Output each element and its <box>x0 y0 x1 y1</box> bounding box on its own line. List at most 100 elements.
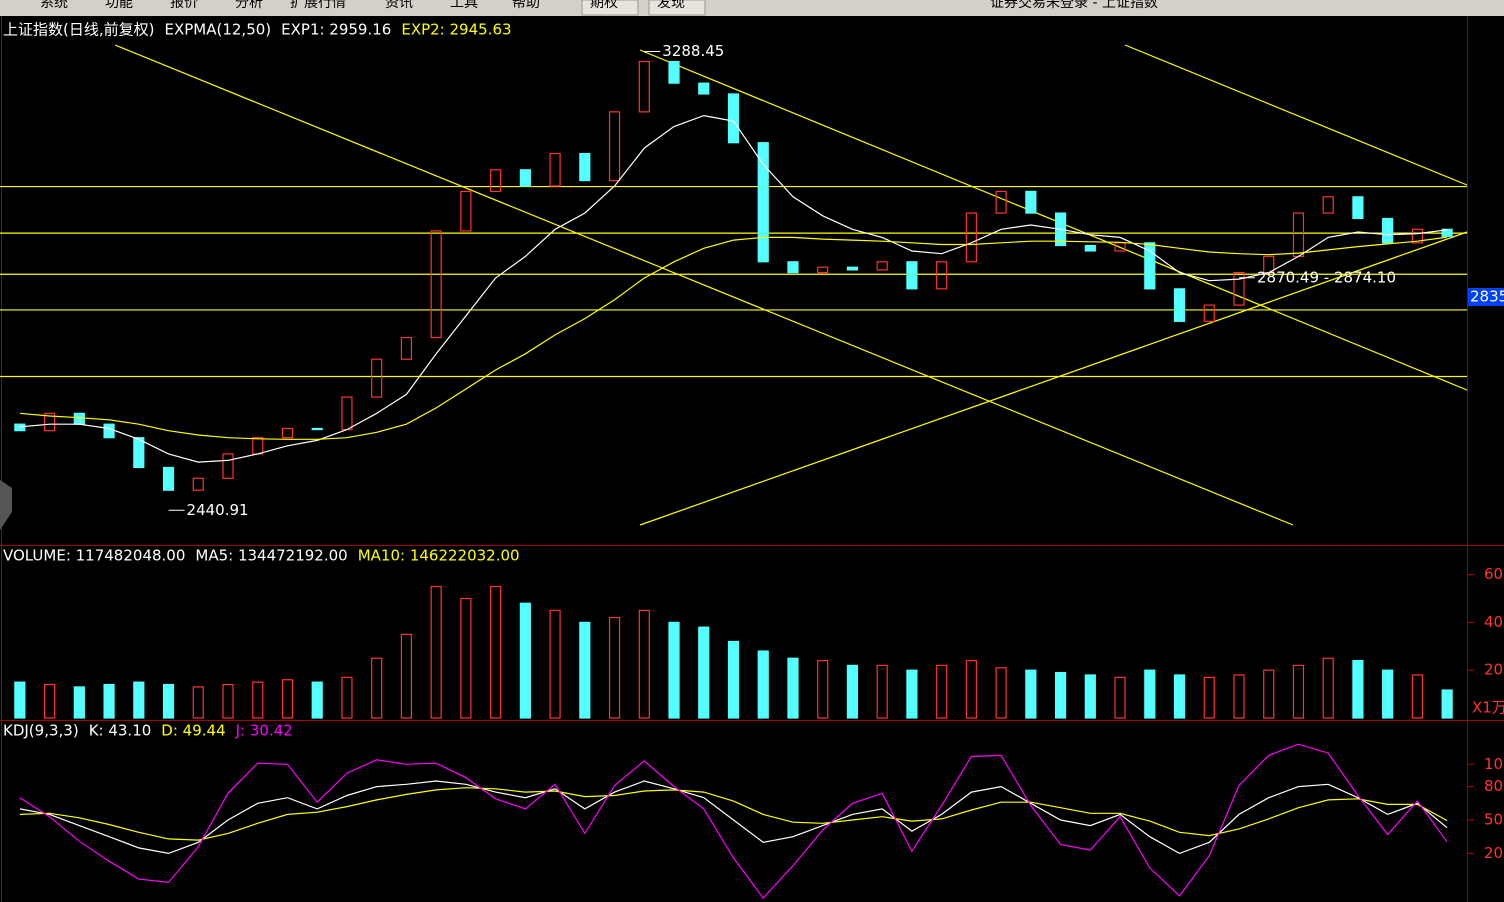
legend-entry: EXPMA(12,50) <box>164 21 271 39</box>
volume-bar <box>341 676 353 719</box>
volume-bar <box>1203 676 1215 719</box>
volume-bar <box>162 683 175 719</box>
volume-bar <box>549 609 561 719</box>
menu-item[interactable]: 工具 <box>450 0 478 11</box>
candle-body <box>579 152 591 182</box>
volume-bar <box>1411 674 1423 719</box>
y-tick-label: 50 <box>1484 811 1503 829</box>
volume-bar <box>965 660 977 719</box>
volume-bar <box>252 681 264 719</box>
volume-bar <box>906 669 918 719</box>
frame <box>0 16 1504 902</box>
series-line <box>19 114 1448 463</box>
volume-bar <box>608 616 621 719</box>
candle-body <box>608 111 621 182</box>
candle-body <box>876 261 888 271</box>
trend-lines <box>114 44 1468 526</box>
candle-body <box>519 169 531 187</box>
volume-bar <box>222 683 234 719</box>
candle-body <box>1084 244 1096 252</box>
volume-bar <box>1173 674 1186 719</box>
volume-bar <box>44 683 56 719</box>
legend-entry: EXP1: 2959.16 <box>281 21 391 39</box>
candle-body <box>281 427 294 439</box>
volume-bar <box>1054 671 1067 719</box>
volume-bar <box>1441 689 1453 719</box>
candle-body <box>965 212 977 263</box>
y-tick-label: 80 <box>1484 777 1503 795</box>
volume-bar <box>757 650 769 719</box>
candle-body <box>668 60 680 84</box>
candle-body <box>1411 228 1423 244</box>
candle-body <box>162 466 175 491</box>
menu-item[interactable]: 分析 <box>235 0 263 11</box>
legend-entry: VOLUME: 117482048.00 <box>3 547 185 565</box>
menu-item[interactable]: 帮助 <box>512 0 540 11</box>
candle-body <box>549 152 561 187</box>
candle-body <box>906 261 918 290</box>
volume-bar <box>787 657 799 719</box>
volume-bar <box>519 602 531 719</box>
volume-bar <box>1025 669 1037 719</box>
menu-item[interactable]: 资讯 <box>385 0 413 11</box>
y-tick-label: 20 <box>1484 844 1503 862</box>
volume-bar <box>698 626 710 719</box>
volume-bar <box>668 621 680 719</box>
candle-body <box>846 266 859 271</box>
candle-body <box>817 266 829 274</box>
series-line <box>19 743 1448 899</box>
y-tick-label: 60 <box>1484 565 1503 583</box>
menu-item[interactable]: 系统 <box>40 0 68 11</box>
volume-bar <box>876 664 888 719</box>
candle-body <box>1203 304 1215 322</box>
volume-bar <box>1263 669 1275 719</box>
candle-body <box>1322 196 1334 214</box>
candle-body <box>400 336 413 360</box>
volume-bar <box>846 664 859 719</box>
legend-entry: K: 43.10 <box>89 722 152 740</box>
menu-item[interactable]: 扩展行情 <box>290 0 346 11</box>
volume-bar <box>490 585 502 719</box>
side-tab[interactable] <box>0 480 12 530</box>
annotation: 3288.45 <box>662 42 724 60</box>
candle-body <box>787 261 799 274</box>
candle-body <box>1233 272 1245 306</box>
candle-body <box>1144 242 1156 290</box>
candle-body <box>460 190 472 232</box>
volume-bar <box>1292 664 1305 719</box>
candle-body <box>1382 217 1394 244</box>
volume-bar <box>1144 669 1156 719</box>
annotation: 2870.49 - 2874.10 <box>1257 268 1396 286</box>
menu-item[interactable]: 发现 <box>657 0 685 11</box>
volume-bar <box>1352 660 1364 719</box>
legend-entry: EXP2: 2945.63 <box>401 21 511 39</box>
candle-body <box>133 437 145 469</box>
menu-item[interactable]: 功能 <box>105 0 133 11</box>
volume-bar <box>1084 674 1096 719</box>
menu-item[interactable]: 报价 <box>170 0 198 11</box>
volume-bar <box>727 640 740 719</box>
last-price-label: 2835 <box>1470 287 1504 305</box>
volume-bar <box>400 633 413 719</box>
unit-label: X1万 <box>1472 699 1504 717</box>
volume-bar <box>1114 676 1126 719</box>
volume-bar <box>995 667 1007 719</box>
candle-body <box>430 230 442 339</box>
volume-bar <box>281 679 294 719</box>
candle-body <box>44 412 56 432</box>
candle-body <box>1352 196 1364 220</box>
annotation: 2440.91 <box>187 501 249 519</box>
volume-bar <box>311 681 323 719</box>
candle-body <box>103 423 115 439</box>
volume-bar <box>371 657 383 719</box>
candle-body <box>222 453 234 479</box>
menu-bar <box>0 0 1504 16</box>
candle-body <box>1441 228 1453 237</box>
volume-bar <box>817 660 829 719</box>
candle-body <box>311 427 323 431</box>
volume-bar <box>430 585 442 719</box>
menu-item[interactable]: 期权 <box>590 0 618 11</box>
last-price-tag <box>1468 287 1504 306</box>
candle-body <box>727 93 740 144</box>
legend-entry: MA10: 146222032.00 <box>358 547 520 565</box>
